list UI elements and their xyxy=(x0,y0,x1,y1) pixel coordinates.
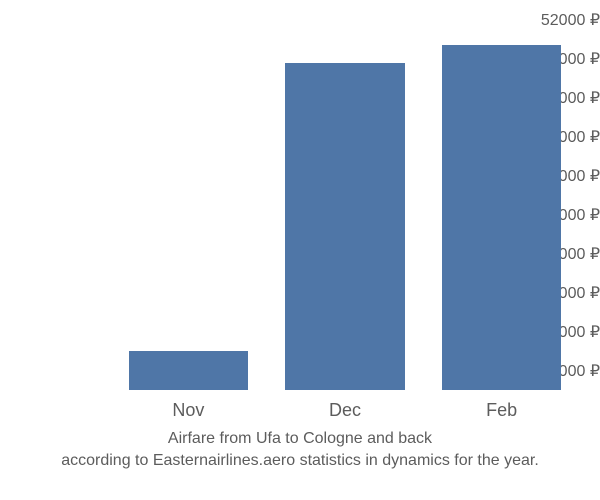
x-tick-label: Nov xyxy=(172,400,204,421)
bar-feb xyxy=(442,45,561,390)
caption-line-2: according to Easternairlines.aero statis… xyxy=(0,450,600,472)
caption-line-1: Airfare from Ufa to Cologne and back xyxy=(0,428,600,450)
airfare-bar-chart: 43000 ₽44000 ₽45000 ₽46000 ₽47000 ₽48000… xyxy=(0,0,600,500)
chart-caption: Airfare from Ufa to Cologne and back acc… xyxy=(0,428,600,471)
x-tick-label: Dec xyxy=(329,400,361,421)
bar-dec xyxy=(285,63,404,390)
y-tick-label: 52000 ₽ xyxy=(502,10,600,30)
bar-nov xyxy=(129,351,248,390)
x-tick-label: Feb xyxy=(486,400,517,421)
